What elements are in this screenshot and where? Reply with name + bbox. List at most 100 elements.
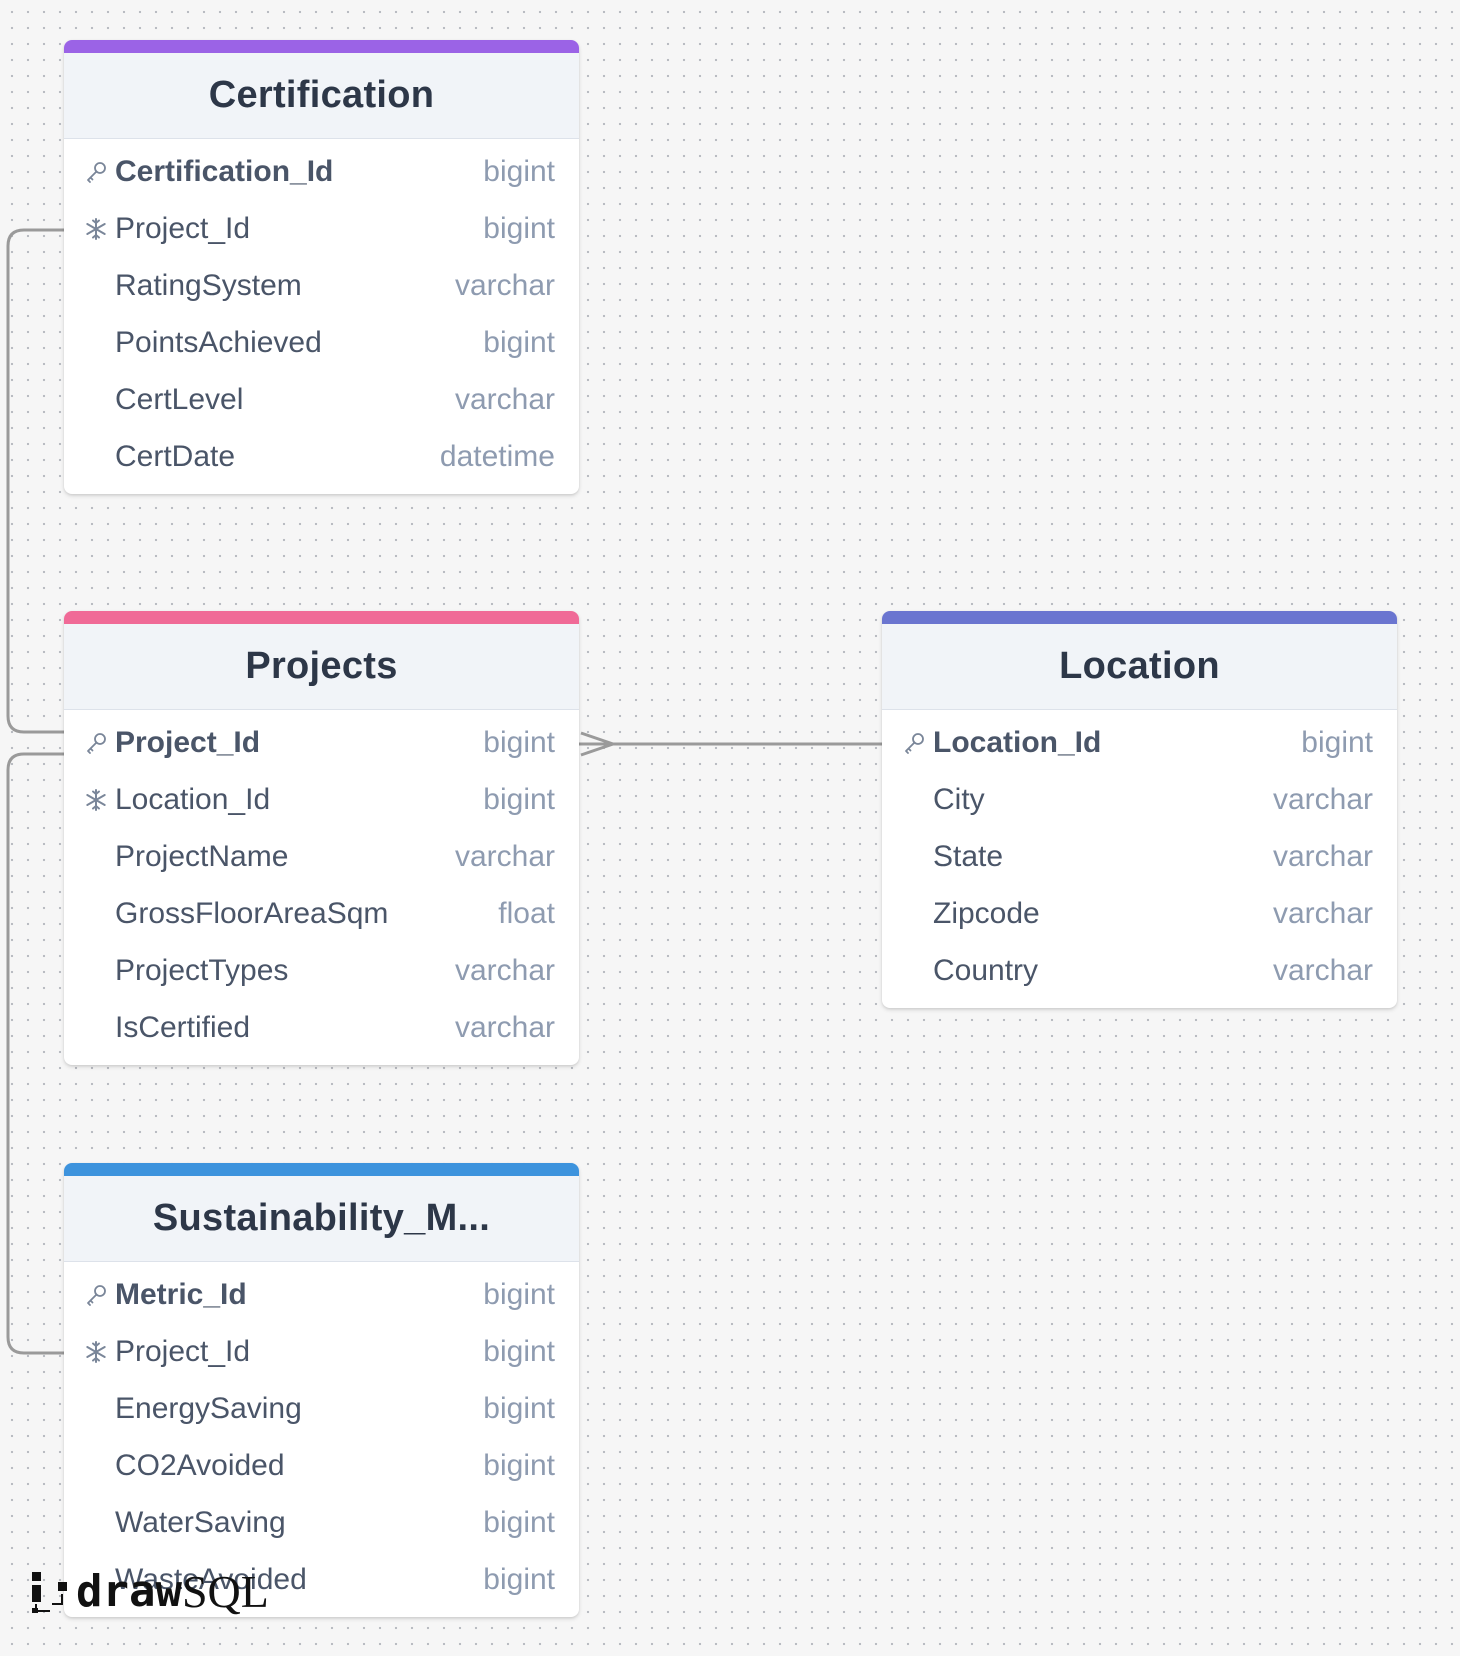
empty-icon-slot (84, 955, 115, 986)
table-title: Location (1059, 645, 1220, 687)
column-row[interactable]: ProjectName varchar (64, 828, 579, 885)
foreign-key-snowflake-icon (84, 784, 115, 815)
column-type: varchar (454, 268, 555, 302)
column-row[interactable]: Country varchar (882, 942, 1397, 999)
column-row[interactable]: City varchar (882, 771, 1397, 828)
column-row[interactable]: ProjectTypes varchar (64, 942, 579, 999)
table-columns: Metric_Id bigint Project_Id bigint EnergySav… (64, 1262, 579, 1617)
column-type: varchar (454, 953, 555, 987)
column-type: bigint (483, 211, 555, 245)
column-type: float (498, 896, 555, 930)
column-name: City (933, 782, 985, 816)
table-accent-bar (64, 40, 579, 53)
empty-icon-slot (84, 1450, 115, 1481)
table-header[interactable]: Sustainability_M... (64, 1176, 579, 1262)
column-row[interactable]: Project_Id bigint (64, 1323, 579, 1380)
column-type: bigint (483, 1562, 555, 1596)
table-title: Certification (208, 74, 435, 116)
column-row[interactable]: Zipcode varchar (882, 885, 1397, 942)
column-row[interactable]: Location_Id bigint (882, 714, 1397, 771)
column-name: Zipcode (933, 896, 1040, 930)
column-name: Project_Id (115, 1334, 251, 1368)
column-type: bigint (483, 325, 555, 359)
table-title: Sustainability_M... (152, 1197, 491, 1239)
column-row[interactable]: Location_Id bigint (64, 771, 579, 828)
column-type: varchar (1272, 896, 1373, 930)
column-row[interactable]: PointsAchieved bigint (64, 314, 579, 371)
column-row[interactable]: State varchar (882, 828, 1397, 885)
column-name: EnergySaving (115, 1391, 302, 1425)
column-name: WaterSaving (115, 1505, 286, 1539)
column-name: RatingSystem (115, 268, 302, 302)
column-row[interactable]: RatingSystem varchar (64, 257, 579, 314)
column-name: Project_Id (115, 211, 251, 245)
column-type: varchar (454, 382, 555, 416)
primary-key-icon (84, 1279, 115, 1310)
primary-key-icon (902, 727, 933, 758)
empty-icon-slot (902, 841, 933, 872)
column-row[interactable]: Project_Id bigint (64, 200, 579, 257)
column-row[interactable]: CertDate datetime (64, 428, 579, 485)
crows-foot-many-marker (580, 731, 618, 757)
table-header[interactable]: Projects (64, 624, 579, 710)
empty-icon-slot (84, 270, 115, 301)
table-certification[interactable]: Certification Certification_Id bigint Proj… (64, 40, 579, 494)
column-row[interactable]: IsCertified varchar (64, 999, 579, 1056)
column-type: bigint (483, 725, 555, 759)
column-row[interactable]: Project_Id bigint (64, 714, 579, 771)
table-location[interactable]: Location Location_Id bigint City varchar Sta… (882, 611, 1397, 1008)
column-row[interactable]: Metric_Id bigint (64, 1266, 579, 1323)
foreign-key-snowflake-icon (84, 213, 115, 244)
table-projects[interactable]: Projects Project_Id bigint Location_Id bigi… (64, 611, 579, 1065)
drawsql-logo-mark-icon (32, 1571, 67, 1613)
column-name: State (933, 839, 1004, 873)
column-type: bigint (483, 1334, 555, 1368)
column-row[interactable]: GrossFloorAreaSqm float (64, 885, 579, 942)
empty-icon-slot (84, 384, 115, 415)
column-name: Location_Id (115, 782, 271, 816)
table-accent-bar (882, 611, 1397, 624)
column-name: CertDate (115, 439, 236, 473)
column-row[interactable]: EnergySaving bigint (64, 1380, 579, 1437)
empty-icon-slot (84, 1012, 115, 1043)
foreign-key-snowflake-icon (84, 1336, 115, 1367)
empty-icon-slot (84, 1393, 115, 1424)
table-accent-bar (64, 1163, 579, 1176)
table-columns: Certification_Id bigint Project_Id bigint Ra… (64, 139, 579, 494)
column-name: WasteAvoided (115, 1562, 307, 1596)
primary-key-icon (84, 727, 115, 758)
empty-icon-slot (902, 784, 933, 815)
table-header[interactable]: Certification (64, 53, 579, 139)
column-row[interactable]: WasteAvoided bigint (64, 1551, 579, 1608)
column-row[interactable]: CO2Avoided bigint (64, 1437, 579, 1494)
column-row[interactable]: CertLevel varchar (64, 371, 579, 428)
column-type: varchar (1272, 782, 1373, 816)
column-name: Metric_Id (115, 1277, 247, 1311)
column-row[interactable]: Certification_Id bigint (64, 143, 579, 200)
logo-text-draw: draw (76, 1566, 182, 1617)
column-row[interactable]: WaterSaving bigint (64, 1494, 579, 1551)
empty-icon-slot (84, 327, 115, 358)
column-type: bigint (483, 154, 555, 188)
column-name: Country (933, 953, 1039, 987)
table-sustainability-metrics[interactable]: Sustainability_M... Metric_Id bigint Proje… (64, 1163, 579, 1617)
relation-sustainability-projects[interactable] (6, 752, 64, 1355)
column-type: datetime (439, 439, 555, 473)
table-header[interactable]: Location (882, 624, 1397, 710)
column-name: CertLevel (115, 382, 244, 416)
column-type: bigint (1301, 725, 1373, 759)
column-name: GrossFloorAreaSqm (115, 896, 389, 930)
column-type: varchar (454, 839, 555, 873)
logo-text-sql: SQL (181, 1566, 269, 1617)
table-columns: Location_Id bigint City varchar State varchar… (882, 710, 1397, 1008)
column-name: Location_Id (933, 725, 1102, 759)
drawsql-logo: draw SQL (30, 1565, 269, 1618)
column-name: Certification_Id (115, 154, 334, 188)
relation-certification-projects[interactable] (6, 228, 64, 734)
column-name: ProjectTypes (115, 953, 289, 987)
primary-key-icon (84, 156, 115, 187)
column-type: bigint (483, 782, 555, 816)
column-name: CO2Avoided (115, 1448, 285, 1482)
empty-icon-slot (84, 1507, 115, 1538)
